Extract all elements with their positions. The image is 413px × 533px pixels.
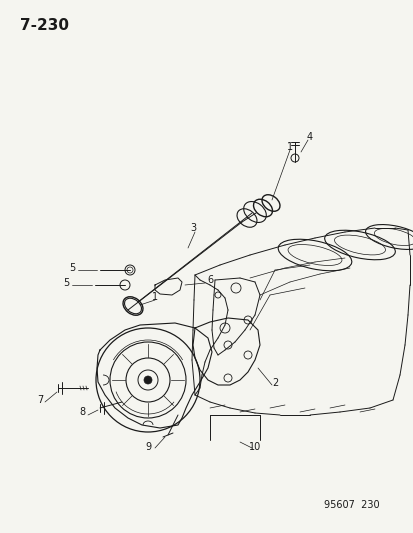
- Text: 3: 3: [190, 223, 196, 233]
- Text: 4: 4: [306, 132, 312, 142]
- Circle shape: [144, 376, 152, 384]
- Text: 1: 1: [286, 142, 292, 152]
- Text: 5: 5: [63, 278, 69, 288]
- Text: 6: 6: [206, 275, 213, 285]
- Text: 2: 2: [271, 378, 278, 388]
- Text: 8: 8: [79, 407, 85, 417]
- Text: 7: 7: [37, 395, 43, 405]
- Text: 7-230: 7-230: [20, 18, 69, 33]
- Text: 1: 1: [152, 292, 158, 302]
- Text: 5: 5: [69, 263, 75, 273]
- Text: 10: 10: [248, 442, 261, 452]
- Text: 95607  230: 95607 230: [324, 500, 379, 510]
- Text: 9: 9: [145, 442, 151, 452]
